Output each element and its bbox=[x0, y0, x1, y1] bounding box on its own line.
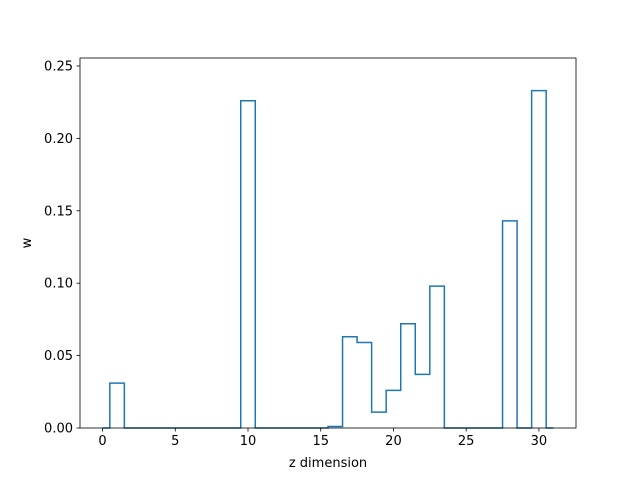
x-tick-label: 10 bbox=[240, 434, 257, 449]
x-axis-label: z dimension bbox=[289, 456, 367, 471]
y-tick-label: 0.00 bbox=[44, 422, 73, 437]
y-tick-label: 0.15 bbox=[44, 204, 73, 219]
y-tick-label: 0.20 bbox=[44, 132, 73, 147]
x-tick-label: 30 bbox=[531, 434, 548, 449]
x-tick-label: 15 bbox=[312, 434, 329, 449]
y-tick-label: 0.05 bbox=[44, 349, 73, 364]
x-tick-label: 0 bbox=[98, 434, 106, 449]
y-axis-label: w bbox=[20, 237, 35, 248]
x-tick-label: 20 bbox=[385, 434, 402, 449]
y-axis: 0.00 0.05 0.10 0.15 0.20 0.25 bbox=[44, 59, 80, 437]
x-tick-label: 25 bbox=[458, 434, 475, 449]
x-tick-label: 5 bbox=[171, 434, 179, 449]
y-tick-label: 0.25 bbox=[44, 59, 73, 74]
y-tick-label: 0.10 bbox=[44, 277, 73, 292]
plot-frame bbox=[79, 57, 577, 429]
x-axis: 0 5 10 15 20 25 30 bbox=[98, 428, 547, 449]
plot-area bbox=[79, 57, 577, 429]
